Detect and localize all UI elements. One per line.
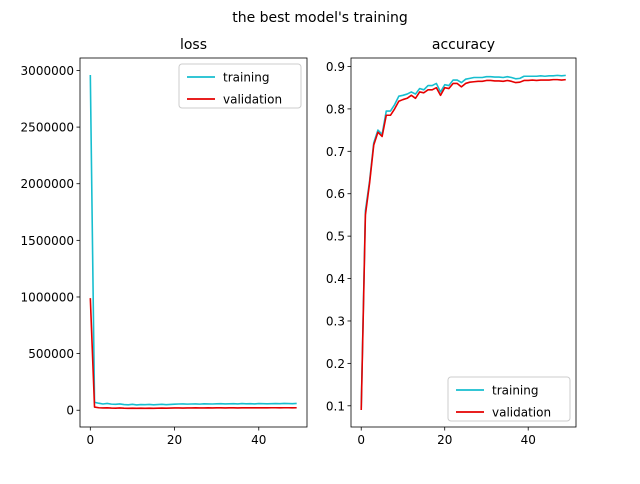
x-tick-label: 40 (521, 433, 536, 447)
y-tick-label: 1000000 (21, 290, 74, 304)
y-tick-label: 2500000 (21, 121, 74, 135)
y-tick-label: 0.3 (326, 314, 345, 328)
y-tick-label: 0.5 (326, 230, 345, 244)
series-line-training (89, 74, 297, 406)
y-tick-label: 0.2 (326, 357, 345, 371)
x-tick-label: 20 (167, 433, 182, 447)
legend-box (447, 376, 571, 422)
x-tick-label: 0 (357, 433, 365, 447)
y-tick-label: 0.4 (326, 272, 345, 286)
x-tick-label: 20 (437, 433, 452, 447)
y-tick-label: 0 (66, 404, 74, 418)
y-tick-label: 1500000 (21, 234, 74, 248)
y-tick-label: 0.1 (326, 399, 345, 413)
y-tick-label: 0.6 (326, 187, 345, 201)
series-line-training (360, 74, 566, 408)
legend-label-training: training (223, 71, 270, 85)
legend-box (178, 63, 302, 109)
series-line-validation (89, 298, 297, 410)
y-tick-label: 3000000 (21, 64, 74, 78)
series-line-validation (360, 78, 566, 411)
legend: training validation (178, 63, 302, 109)
y-tick-label: 500000 (28, 347, 74, 361)
loss-panel: loss 0 20 40 0 500000 1000000 1500000 2000000 250… (21, 37, 308, 447)
axes-frame (350, 57, 577, 428)
subplot-title: loss (180, 37, 207, 53)
legend-label-training: training (492, 384, 539, 398)
y-tick-label: 0.8 (326, 102, 345, 116)
legend-label-validation: validation (223, 93, 282, 107)
x-tick-label: 0 (86, 433, 94, 447)
accuracy-panel: accuracy 0 20 40 0.1 0.2 0.3 0.4 0.5 0.6 0.7 0.8 0.9… (326, 37, 577, 447)
y-tick-label: 0.7 (326, 145, 345, 159)
legend-label-validation: validation (492, 406, 551, 420)
figure-title: the best model's training (232, 10, 408, 26)
legend: training validation (447, 376, 571, 422)
subplot-title: accuracy (432, 37, 495, 53)
y-tick-label: 2000000 (21, 177, 74, 191)
axes-frame (79, 57, 308, 428)
x-tick-label: 40 (251, 433, 266, 447)
y-tick-label: 0.9 (326, 60, 345, 74)
